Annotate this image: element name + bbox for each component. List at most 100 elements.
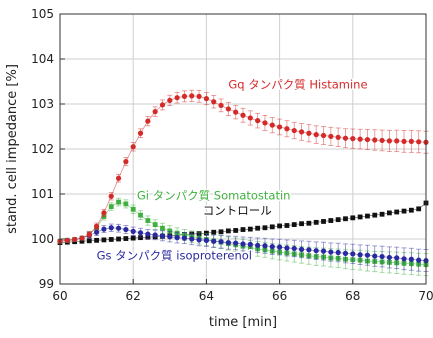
- data-point: [211, 229, 217, 235]
- data-point: [364, 252, 371, 258]
- data-point: [284, 223, 290, 228]
- data-point: [350, 136, 356, 142]
- data-point: [321, 219, 326, 224]
- data-point: [138, 212, 143, 218]
- y-tick-label: 105: [31, 7, 54, 21]
- y-axis-title: stand. cell impedance [%]: [5, 64, 20, 234]
- data-point: [262, 120, 268, 126]
- data-point: [408, 207, 414, 213]
- data-point: [342, 250, 349, 256]
- data-point: [108, 193, 114, 199]
- data-point: [86, 231, 92, 238]
- data-point: [379, 253, 385, 260]
- data-point: [116, 199, 121, 205]
- annotation-halo: Gq タンパク質 Histamine: [228, 77, 367, 91]
- data-point: [72, 236, 78, 243]
- data-point: [203, 96, 209, 102]
- data-point: [189, 93, 195, 99]
- data-point: [394, 255, 400, 261]
- data-point: [255, 225, 261, 231]
- x-tick-label: 68: [345, 289, 360, 303]
- data-point: [255, 242, 261, 248]
- data-point: [79, 238, 85, 244]
- data-point: [247, 226, 253, 232]
- annotation-label: Gs タンパク質 isoproterenol: [97, 248, 252, 262]
- y-tick-label: 100: [31, 232, 54, 246]
- data-point: [298, 246, 305, 252]
- data-point: [218, 229, 224, 235]
- data-point: [196, 237, 202, 243]
- data-point: [79, 235, 85, 241]
- x-tick-label: 64: [199, 289, 214, 303]
- data-point: [240, 112, 246, 118]
- data-point: [328, 218, 334, 223]
- data-point: [364, 136, 371, 143]
- data-point: [108, 225, 114, 231]
- data-point: [306, 220, 312, 226]
- data-point: [401, 138, 407, 144]
- data-point: [335, 134, 341, 140]
- data-point: [123, 226, 129, 233]
- data-point: [218, 239, 224, 245]
- data-point: [262, 243, 268, 249]
- data-point: [269, 244, 275, 250]
- data-point: [233, 240, 239, 246]
- data-point: [255, 118, 261, 124]
- data-point: [145, 231, 151, 237]
- data-point: [328, 133, 334, 139]
- data-point: [357, 136, 363, 142]
- data-point: [277, 244, 283, 250]
- data-point: [145, 118, 151, 124]
- data-point: [350, 215, 356, 221]
- data-point: [335, 217, 341, 223]
- y-tick-label: 103: [31, 97, 54, 111]
- data-point: [291, 127, 297, 134]
- data-point: [101, 210, 107, 216]
- x-tick-label: 60: [52, 289, 67, 303]
- data-point: [357, 214, 363, 220]
- x-axis-title: time [min]: [209, 315, 277, 330]
- data-point: [137, 130, 144, 136]
- data-point: [101, 237, 107, 243]
- x-tick-label: 66: [272, 289, 287, 303]
- x-tick-label: 62: [126, 289, 141, 303]
- data-point: [130, 144, 136, 150]
- data-point: [167, 234, 173, 240]
- data-point: [86, 238, 92, 244]
- data-point: [181, 93, 188, 99]
- data-point: [211, 238, 217, 244]
- data-point: [108, 204, 114, 209]
- series-layer: [57, 89, 429, 277]
- data-point: [94, 229, 100, 235]
- data-point: [365, 213, 370, 219]
- data-point: [416, 206, 422, 212]
- data-point: [394, 138, 400, 144]
- data-point: [240, 241, 246, 247]
- data-point: [401, 256, 407, 262]
- data-point: [225, 240, 231, 246]
- data-point: [342, 135, 349, 141]
- data-point: [233, 228, 239, 233]
- data-point: [225, 106, 231, 112]
- data-point: [284, 245, 290, 251]
- data-point: [394, 209, 400, 215]
- data-point: [387, 210, 392, 216]
- data-point: [152, 222, 158, 227]
- data-point: [115, 225, 122, 231]
- y-tick-label: 99: [39, 277, 54, 291]
- data-point: [94, 237, 99, 243]
- data-point: [277, 223, 282, 229]
- data-point: [313, 219, 319, 225]
- data-point: [335, 249, 341, 256]
- data-point: [196, 93, 202, 99]
- data-point: [372, 137, 378, 143]
- ticks: 60 62 64 66 68 70 99 100 101 102 103 104 105: [31, 7, 433, 303]
- data-point: [408, 256, 414, 262]
- data-point: [123, 236, 129, 241]
- annotation-halo: Gs タンパク質 isoproterenol: [97, 248, 252, 262]
- data-point: [262, 225, 268, 231]
- data-point: [313, 132, 319, 138]
- data-point: [306, 130, 312, 136]
- data-point: [160, 225, 165, 231]
- data-point: [225, 228, 231, 234]
